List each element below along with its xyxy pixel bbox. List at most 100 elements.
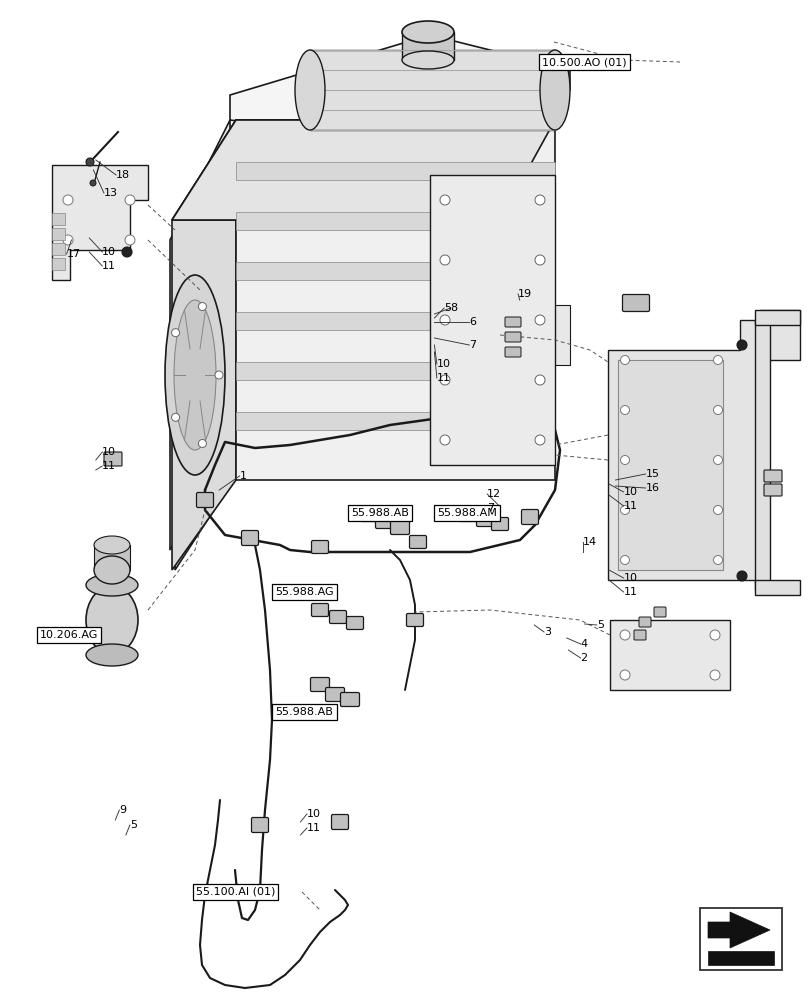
Ellipse shape [294, 50, 324, 130]
Polygon shape [609, 620, 729, 690]
FancyBboxPatch shape [622, 294, 649, 312]
Text: 11: 11 [623, 501, 637, 511]
FancyBboxPatch shape [390, 520, 409, 534]
Text: 55.988.AB: 55.988.AB [275, 707, 333, 717]
FancyBboxPatch shape [504, 332, 521, 342]
FancyBboxPatch shape [251, 817, 268, 832]
Bar [707, 951, 773, 965]
Circle shape [620, 456, 629, 464]
Circle shape [620, 506, 629, 514]
Polygon shape [607, 310, 799, 580]
Polygon shape [310, 50, 554, 130]
Circle shape [620, 356, 629, 364]
Polygon shape [172, 120, 236, 570]
Text: 10: 10 [623, 487, 637, 497]
Text: 7: 7 [469, 340, 476, 350]
FancyBboxPatch shape [653, 607, 665, 617]
FancyBboxPatch shape [311, 603, 328, 616]
FancyBboxPatch shape [310, 678, 329, 692]
Circle shape [709, 630, 719, 640]
Polygon shape [172, 120, 554, 220]
Circle shape [620, 670, 629, 680]
Circle shape [534, 255, 544, 265]
Text: 55.988.AB: 55.988.AB [350, 508, 409, 518]
Text: 2: 2 [580, 653, 587, 663]
Circle shape [198, 303, 206, 311]
Ellipse shape [94, 556, 130, 584]
Polygon shape [52, 228, 65, 240]
Circle shape [440, 195, 449, 205]
Ellipse shape [86, 574, 138, 596]
FancyBboxPatch shape [340, 692, 359, 706]
FancyBboxPatch shape [633, 630, 646, 640]
Polygon shape [175, 125, 240, 570]
FancyBboxPatch shape [504, 317, 521, 327]
FancyBboxPatch shape [360, 508, 379, 522]
Text: 10: 10 [102, 447, 116, 457]
Text: 16: 16 [645, 483, 659, 493]
Polygon shape [236, 312, 554, 330]
Text: 13: 13 [104, 188, 118, 198]
FancyBboxPatch shape [346, 616, 363, 630]
Text: 55.100.AI (01): 55.100.AI (01) [195, 887, 275, 897]
Circle shape [534, 435, 544, 445]
Text: 55.988.AM: 55.988.AM [436, 508, 496, 518]
Text: 10.500.AO (01): 10.500.AO (01) [542, 57, 626, 67]
Ellipse shape [86, 644, 138, 666]
FancyBboxPatch shape [476, 514, 493, 526]
FancyBboxPatch shape [430, 175, 554, 465]
Text: 10: 10 [436, 359, 450, 369]
Circle shape [713, 356, 722, 364]
Text: 19: 19 [517, 289, 531, 299]
Polygon shape [707, 912, 769, 948]
Ellipse shape [86, 586, 138, 654]
Circle shape [620, 556, 629, 564]
Text: 11: 11 [623, 587, 637, 597]
Polygon shape [52, 213, 65, 225]
Text: 10.206.AG: 10.206.AG [40, 630, 98, 640]
Ellipse shape [94, 536, 130, 554]
Circle shape [713, 506, 722, 514]
Circle shape [620, 630, 629, 640]
FancyBboxPatch shape [196, 492, 213, 508]
Circle shape [215, 371, 223, 379]
Text: 14: 14 [582, 537, 596, 547]
Circle shape [198, 439, 206, 447]
Circle shape [171, 329, 179, 337]
Circle shape [125, 235, 135, 245]
Ellipse shape [401, 21, 453, 43]
FancyBboxPatch shape [459, 508, 476, 522]
Text: 15: 15 [645, 469, 659, 479]
Circle shape [736, 340, 746, 350]
Polygon shape [230, 35, 569, 145]
Polygon shape [94, 545, 130, 570]
Text: 1: 1 [239, 471, 247, 481]
FancyBboxPatch shape [521, 510, 538, 524]
FancyBboxPatch shape [331, 814, 348, 829]
FancyBboxPatch shape [699, 908, 781, 970]
Text: 11: 11 [436, 373, 450, 383]
Text: 10: 10 [307, 809, 320, 819]
Polygon shape [172, 120, 554, 220]
FancyBboxPatch shape [409, 536, 426, 548]
Circle shape [171, 413, 179, 421]
Text: 9: 9 [119, 805, 127, 815]
FancyBboxPatch shape [763, 470, 781, 482]
Text: 10: 10 [102, 247, 116, 257]
Polygon shape [754, 320, 769, 590]
Circle shape [709, 670, 719, 680]
Polygon shape [52, 258, 65, 270]
Text: 3: 3 [543, 627, 551, 637]
FancyBboxPatch shape [491, 518, 508, 530]
Circle shape [736, 571, 746, 581]
FancyBboxPatch shape [325, 688, 344, 702]
Circle shape [713, 556, 722, 564]
FancyBboxPatch shape [406, 613, 423, 626]
Circle shape [534, 195, 544, 205]
Circle shape [90, 180, 96, 186]
Text: 10: 10 [623, 573, 637, 583]
Circle shape [63, 235, 73, 245]
FancyBboxPatch shape [375, 514, 394, 528]
Polygon shape [52, 243, 65, 255]
Polygon shape [236, 212, 554, 230]
